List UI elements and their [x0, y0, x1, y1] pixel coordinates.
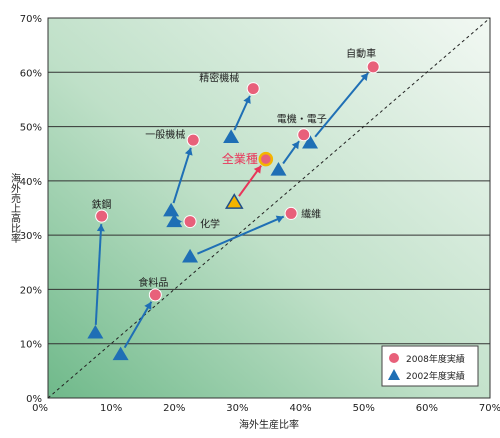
legend-marker-circle [389, 353, 399, 363]
point-label: 鉄鋼 [92, 198, 112, 211]
arrow-head [96, 224, 105, 232]
x-tick-label: 20% [163, 403, 185, 414]
x-tick-label: 30% [226, 403, 248, 414]
arrow-line [197, 215, 285, 255]
marker-2008 [246, 82, 260, 96]
marker-2002 [224, 193, 244, 209]
y-tick-label: 60% [20, 68, 42, 79]
arrow-line [123, 301, 153, 349]
x-tick-label: 40% [289, 403, 311, 414]
arrow-line [172, 147, 192, 204]
diagonal-reference-line [47, 17, 491, 399]
y-tick-label: 40% [20, 177, 42, 188]
marker-2002 [166, 213, 183, 228]
marker-2002 [182, 248, 199, 263]
marker-2008 [183, 215, 197, 229]
marker-2008 [366, 60, 380, 74]
marker-2008 [148, 288, 162, 302]
point-label: 化学 [200, 218, 220, 231]
y-tick-label: 0% [26, 394, 42, 405]
marker-2002 [163, 202, 180, 217]
legend-label: 2002年度実績 [406, 370, 465, 382]
arrow-line [314, 72, 369, 138]
marker-2002 [87, 324, 104, 339]
arrow-head [144, 301, 152, 310]
plot-frame [47, 17, 491, 399]
y-tick-label: 50% [20, 123, 42, 134]
x-tick-label: 60% [416, 403, 438, 414]
marker-2002 [270, 162, 287, 176]
legend-marker-triangle [388, 369, 400, 380]
arrow-line [94, 224, 103, 325]
arrow-head [243, 95, 251, 104]
y-tick-label: 70% [20, 14, 42, 25]
legend-label: 2008年度実績 [406, 353, 465, 365]
x-tick-label: 70% [479, 403, 500, 414]
point-label: 電機・電子 [277, 113, 327, 126]
arrow-head [253, 165, 262, 174]
y-tick-label: 30% [20, 231, 42, 242]
point-label: 全業種 [222, 151, 258, 166]
point-label: 一般機械 [145, 128, 185, 141]
x-axis-label: 海外生産比率 [239, 418, 299, 431]
marker-2008 [258, 151, 274, 167]
y-tick-label: 10% [20, 340, 42, 351]
marker-2002 [112, 346, 129, 361]
point-label: 精密機械 [199, 72, 239, 85]
arrow-head [184, 147, 193, 156]
point-label: 繊維 [301, 207, 321, 220]
marker-2002 [223, 129, 240, 144]
marker-2008 [297, 128, 311, 142]
marker-2008 [95, 209, 109, 223]
marker-2008 [186, 133, 200, 147]
marker-2008 [284, 206, 298, 220]
x-tick-label: 0% [32, 403, 48, 414]
y-tick-label: 20% [20, 285, 42, 296]
x-tick-label: 50% [353, 403, 375, 414]
y-axis-label: 海外売上高比率 [9, 172, 21, 244]
marker-2002 [302, 134, 319, 149]
point-label: 自動車 [346, 47, 376, 60]
arrow-head [275, 215, 284, 224]
x-tick-label: 10% [100, 403, 122, 414]
point-label: 食料品 [138, 276, 168, 289]
arrow-head [360, 73, 369, 81]
arrow-head [291, 141, 300, 150]
